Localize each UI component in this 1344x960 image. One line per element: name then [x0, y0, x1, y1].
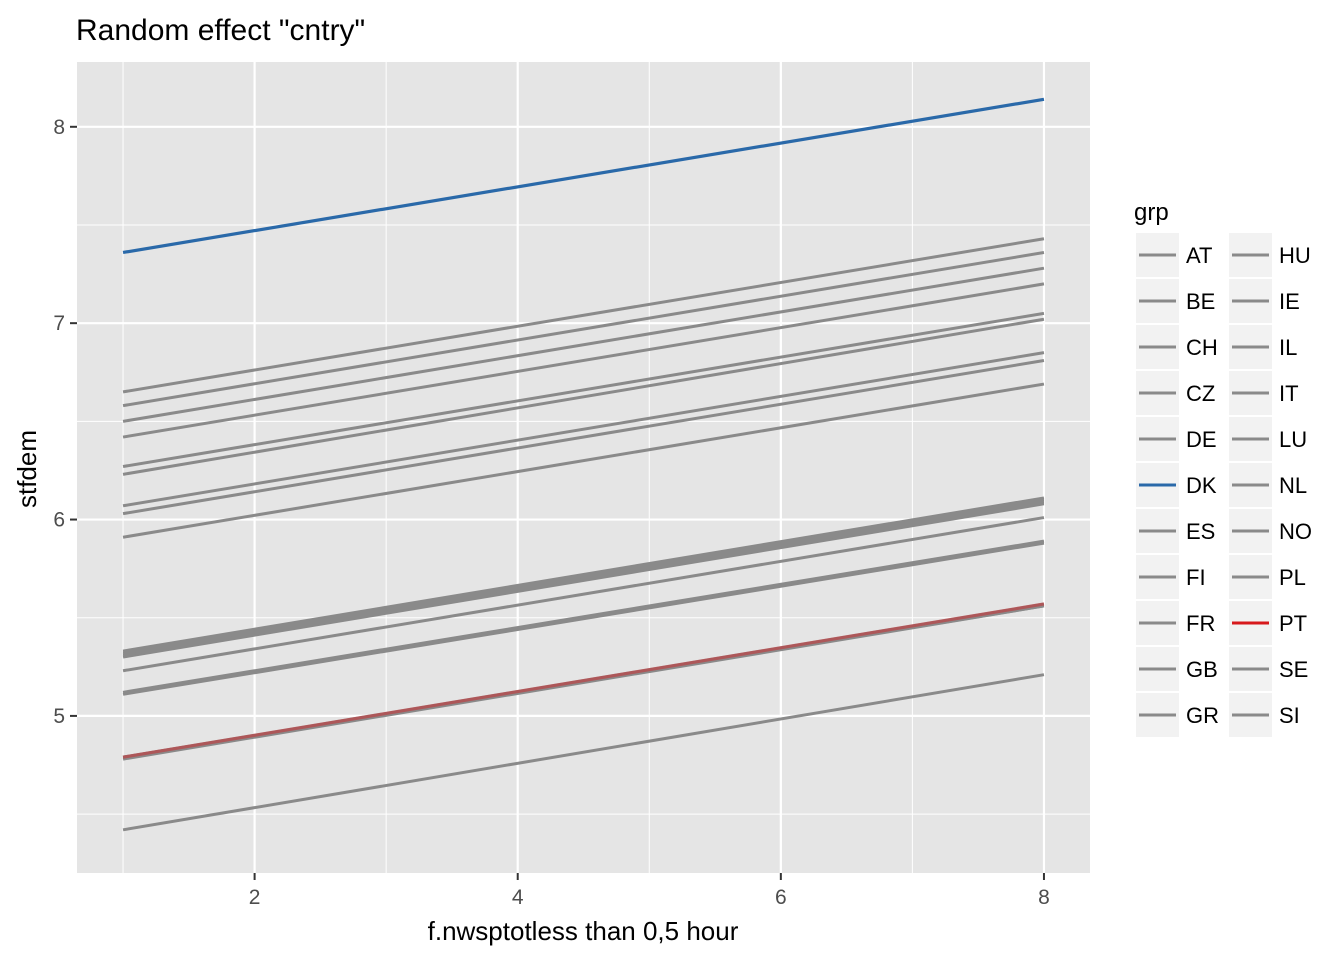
- series-line-il: [122, 358, 1045, 516]
- series-line-fi: [122, 266, 1045, 423]
- legend-label-lu: LU: [1279, 427, 1307, 452]
- series-line-gb: [122, 502, 1045, 659]
- series-line-pt: [122, 602, 1045, 759]
- legend-label-ie: IE: [1279, 289, 1300, 314]
- legend-label-no: NO: [1279, 519, 1312, 544]
- y-tick-label: 7: [53, 312, 65, 335]
- series-line-se: [122, 382, 1045, 539]
- legend-label-dk: DK: [1186, 473, 1217, 498]
- series-line-no: [122, 500, 1045, 657]
- x-tick-label: 4: [512, 886, 524, 909]
- legend-label-pl: PL: [1279, 565, 1306, 590]
- series-line-pl: [122, 498, 1045, 655]
- legend-label-gb: GB: [1186, 657, 1218, 682]
- y-tick-label: 6: [53, 509, 65, 532]
- legend-label-il: IL: [1279, 335, 1297, 360]
- legend-label-nl: NL: [1279, 473, 1307, 498]
- legend-label-be: BE: [1186, 289, 1215, 314]
- axis-ticks: [70, 125, 1045, 880]
- series-lines: [122, 97, 1045, 832]
- legend-label-si: SI: [1279, 703, 1300, 728]
- legend-label-de: DE: [1186, 427, 1217, 452]
- grid-major: [77, 62, 1090, 873]
- legend-title: grp: [1134, 199, 1169, 226]
- series-line-at: [122, 496, 1045, 653]
- legend-label-at: AT: [1186, 243, 1212, 268]
- tick-labels: 2 4 6 8 5 6 7 8: [53, 116, 1049, 909]
- chart-title: Random effect "cntry": [76, 14, 365, 47]
- legend-label-se: SE: [1279, 657, 1308, 682]
- y-tick-label: 8: [53, 116, 65, 139]
- y-tick-label: 5: [53, 705, 65, 728]
- legend-label-es: ES: [1186, 519, 1215, 544]
- series-line-hu: [122, 673, 1045, 832]
- series-line-dk: [122, 97, 1045, 255]
- y-axis-title: stfdem: [12, 430, 42, 508]
- legend-label-gr: GR: [1186, 703, 1219, 728]
- legend-label-ch: CH: [1186, 335, 1218, 360]
- series-line-si: [122, 604, 1045, 759]
- series-line-ch: [122, 237, 1045, 394]
- legend-label-fi: FI: [1186, 565, 1206, 590]
- legend-label-hu: HU: [1279, 243, 1311, 268]
- series-line-fr: [122, 539, 1045, 694]
- series-line-it: [122, 541, 1045, 696]
- legend-label-it: IT: [1279, 381, 1299, 406]
- x-tick-label: 8: [1038, 886, 1050, 909]
- series-line-nl: [122, 311, 1045, 468]
- series-line-ie: [122, 351, 1045, 508]
- x-axis-title: f.nwsptotless than 0,5 hour: [428, 916, 739, 946]
- series-line-be: [122, 317, 1045, 476]
- legend-label-cz: CZ: [1186, 381, 1215, 406]
- x-tick-label: 2: [249, 886, 261, 909]
- series-line-lu: [122, 282, 1045, 439]
- series-line-es: [122, 516, 1045, 673]
- legend: grp AT BE CH CZ DE DK ES FI FR GB GR HU IE IL IT LU NL NO…: [1134, 199, 1312, 737]
- legend-label-pt: PT: [1279, 611, 1307, 636]
- series-line-de: [122, 250, 1045, 408]
- x-tick-label: 6: [775, 886, 787, 909]
- legend-label-fr: FR: [1186, 611, 1215, 636]
